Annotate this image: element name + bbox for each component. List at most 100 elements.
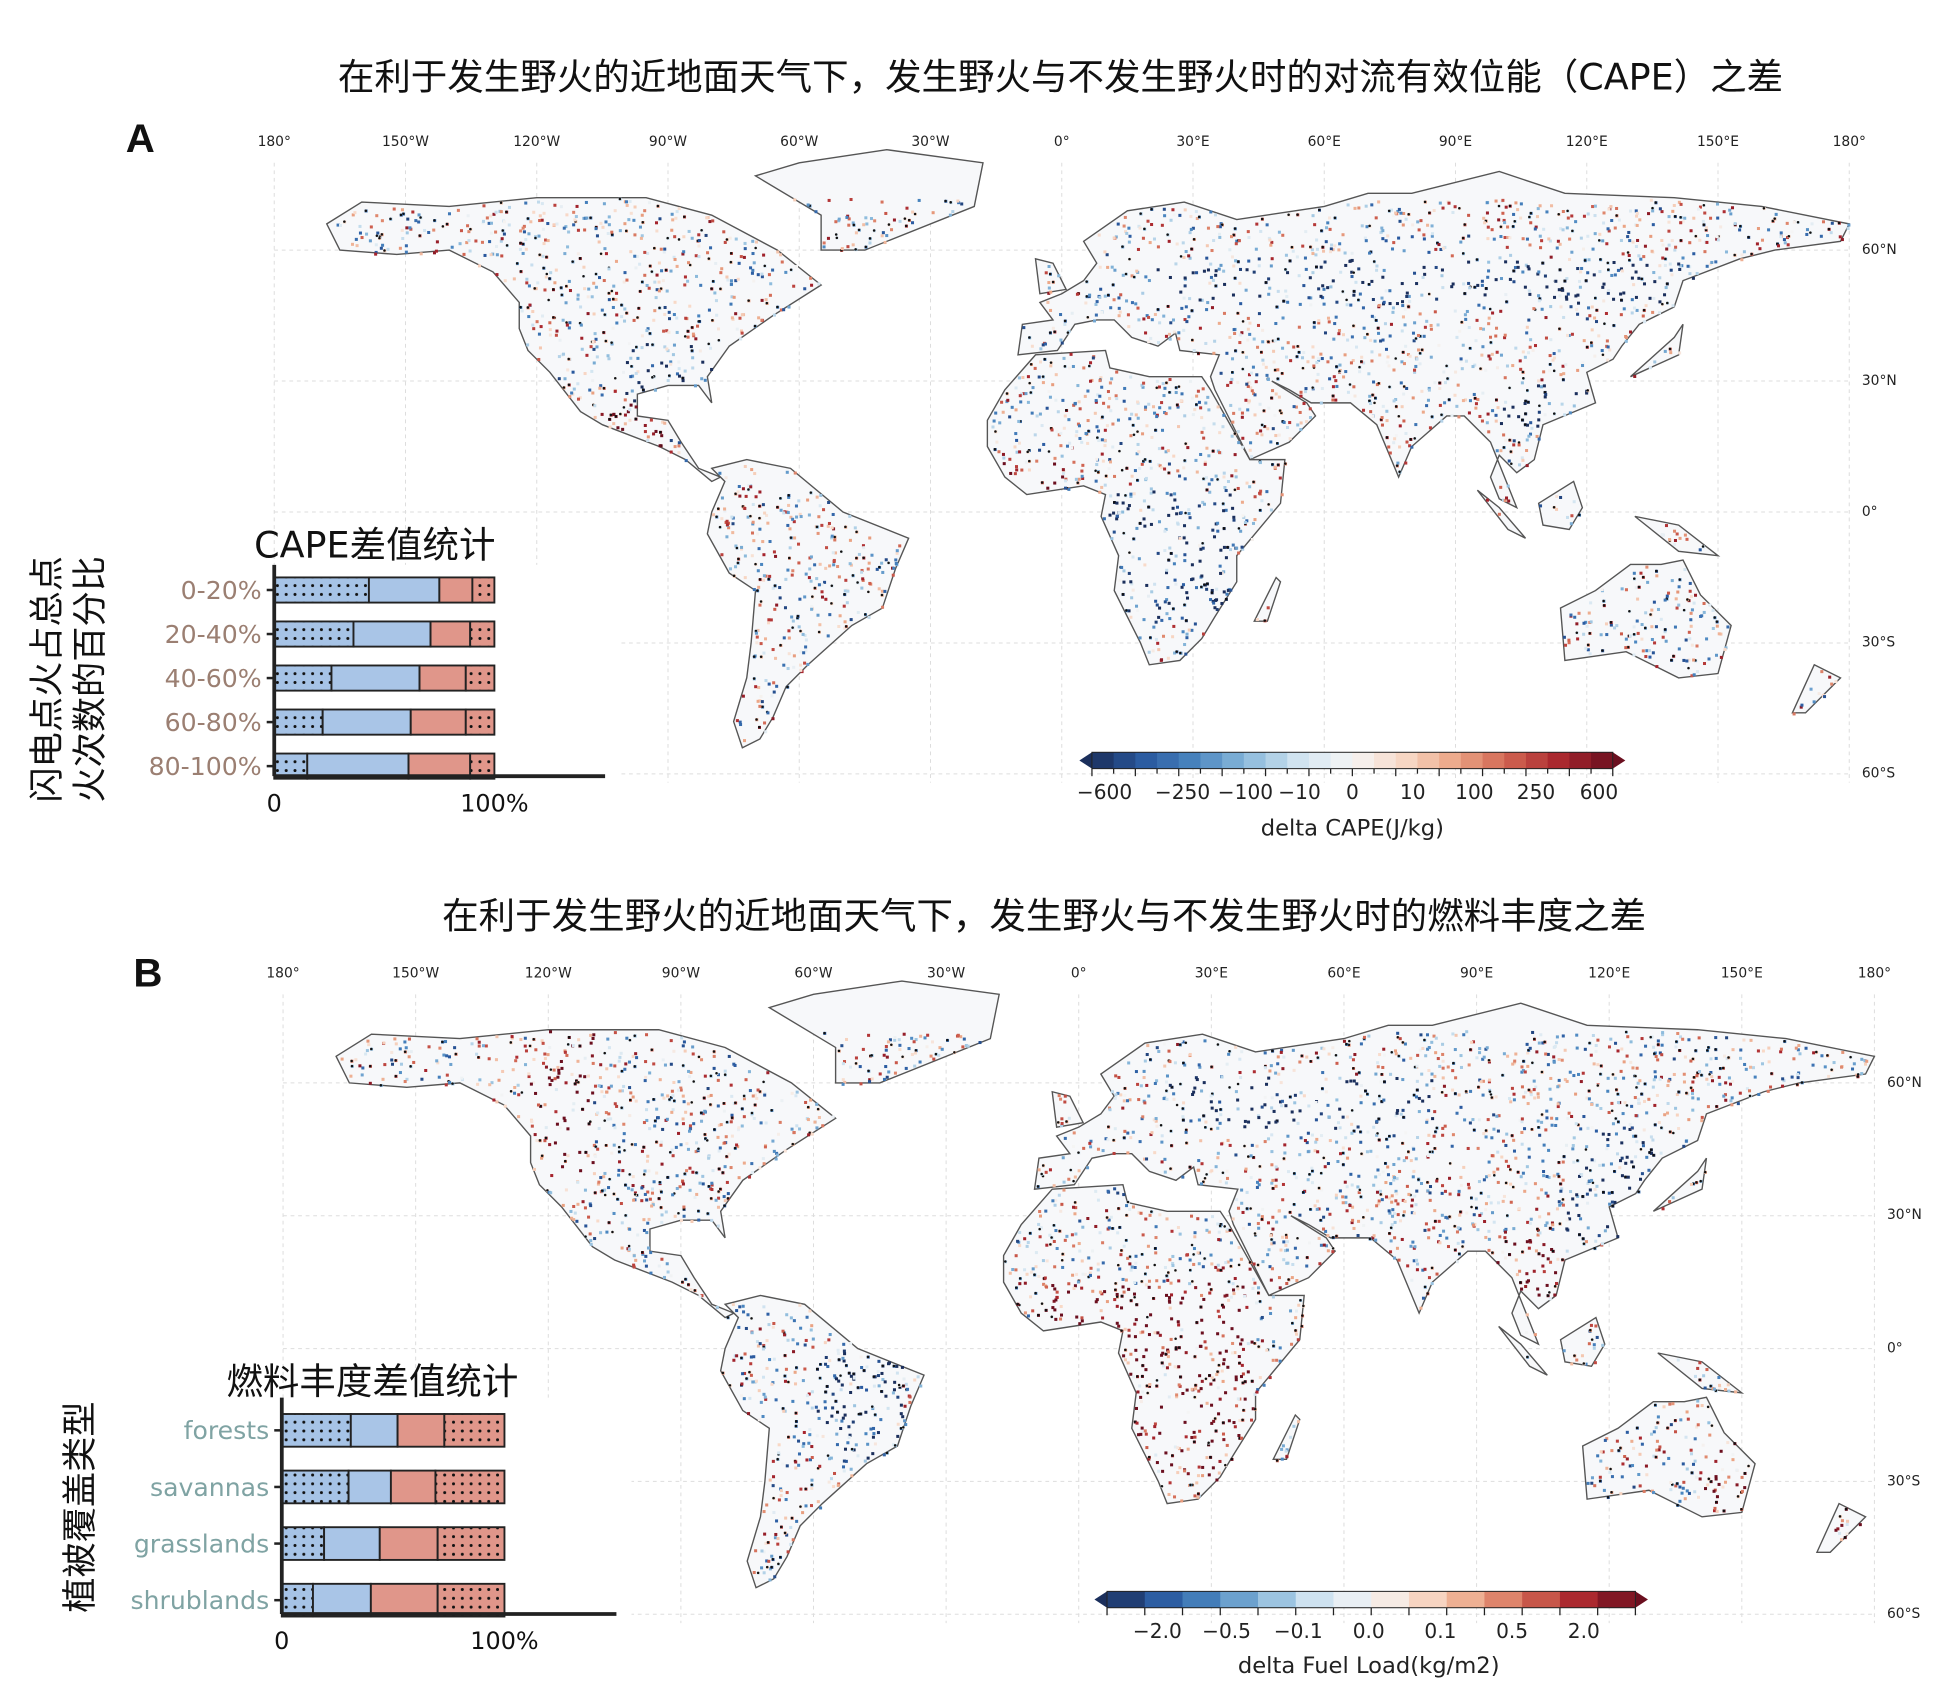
pixel — [607, 357, 610, 360]
significance-dot — [1713, 616, 1716, 619]
pixel — [705, 216, 708, 219]
pixel — [1491, 1211, 1494, 1214]
significance-dot — [1237, 260, 1240, 263]
pixel — [591, 392, 594, 395]
pixel — [810, 555, 813, 558]
pixel — [1363, 327, 1366, 330]
pixel — [560, 205, 563, 208]
pixel — [1202, 387, 1205, 390]
pixel — [1059, 339, 1062, 342]
pixel — [1371, 315, 1374, 318]
pixel — [1252, 366, 1255, 369]
pixel — [803, 595, 806, 598]
pixel — [1579, 286, 1582, 289]
land-outline — [755, 150, 983, 250]
pixel — [1468, 411, 1471, 414]
pixel — [1281, 1198, 1284, 1201]
pixel — [1704, 1487, 1707, 1490]
pixel — [1135, 605, 1138, 608]
pixel — [1507, 485, 1510, 488]
significance-dot — [949, 201, 952, 204]
significance-dot — [668, 374, 671, 377]
pixel — [1072, 461, 1075, 464]
pixel — [633, 233, 636, 236]
pixel — [1757, 1093, 1760, 1096]
significance-dot — [1125, 467, 1128, 470]
pixel — [794, 472, 797, 475]
significance-dot — [776, 306, 779, 309]
pixel — [1820, 670, 1823, 673]
pixel — [1507, 499, 1510, 502]
significance-dot — [1733, 1442, 1736, 1445]
pixel — [1442, 370, 1445, 373]
pixel — [1108, 467, 1111, 470]
pixel — [1191, 397, 1194, 400]
pixel — [625, 279, 628, 282]
pixel — [1716, 217, 1719, 220]
significance-dot — [833, 536, 836, 539]
pixel — [803, 287, 806, 290]
pixel — [1414, 365, 1417, 368]
pixel — [1193, 408, 1196, 411]
significance-dot — [1669, 1130, 1672, 1133]
pixel — [1330, 247, 1333, 250]
pixel — [779, 596, 782, 599]
pixel — [602, 1175, 605, 1178]
significance-dot — [1585, 279, 1588, 282]
pixel — [1223, 472, 1226, 475]
pixel — [1280, 1051, 1283, 1054]
pixel — [1392, 306, 1395, 309]
pixel — [1337, 332, 1340, 335]
pixel — [1537, 384, 1540, 387]
pixel — [832, 551, 835, 554]
pixel — [1129, 580, 1132, 583]
pixel — [1396, 1109, 1399, 1112]
pixel — [605, 252, 608, 255]
significance-dot — [1524, 412, 1527, 415]
pixel — [448, 212, 451, 215]
significance-dot — [611, 290, 614, 293]
pixel — [896, 552, 899, 555]
pixel — [567, 230, 570, 233]
pixel — [1724, 648, 1727, 651]
pixel — [1465, 360, 1468, 363]
pixel — [1291, 1110, 1294, 1113]
pixel — [539, 346, 542, 349]
pixel — [1031, 386, 1034, 389]
pixel — [1650, 625, 1653, 628]
significance-dot — [1185, 619, 1188, 622]
pixel — [1629, 635, 1632, 638]
pixel — [1055, 373, 1058, 376]
pixel — [1102, 1149, 1105, 1152]
significance-dot — [1553, 506, 1556, 509]
pixel — [1282, 316, 1285, 319]
pixel — [576, 382, 579, 385]
pixel — [676, 1174, 679, 1177]
significance-dot — [1320, 1172, 1323, 1175]
pixel — [773, 1575, 776, 1578]
pixel — [857, 611, 860, 614]
pixel — [729, 237, 732, 240]
pixel — [1148, 279, 1151, 282]
pixel — [1669, 263, 1672, 266]
pixel — [735, 1143, 738, 1146]
pixel — [1324, 261, 1327, 264]
pixel — [1347, 391, 1350, 394]
pixel — [1447, 1245, 1450, 1248]
pixel — [1397, 237, 1400, 240]
land-outline — [1817, 1504, 1866, 1553]
pixel — [1726, 625, 1729, 628]
significance-dot — [1476, 258, 1479, 261]
pixel — [1258, 295, 1261, 298]
pixel — [1089, 1145, 1092, 1148]
pixel — [763, 1510, 766, 1513]
significance-dot — [1121, 469, 1124, 472]
pixel — [1412, 396, 1415, 399]
significance-dot — [1500, 226, 1503, 229]
significance-dot — [433, 219, 436, 222]
pixel — [755, 241, 758, 244]
pixel — [603, 1172, 606, 1175]
pixel — [1534, 227, 1537, 230]
pixel — [1138, 467, 1141, 470]
pixel — [1537, 207, 1540, 210]
